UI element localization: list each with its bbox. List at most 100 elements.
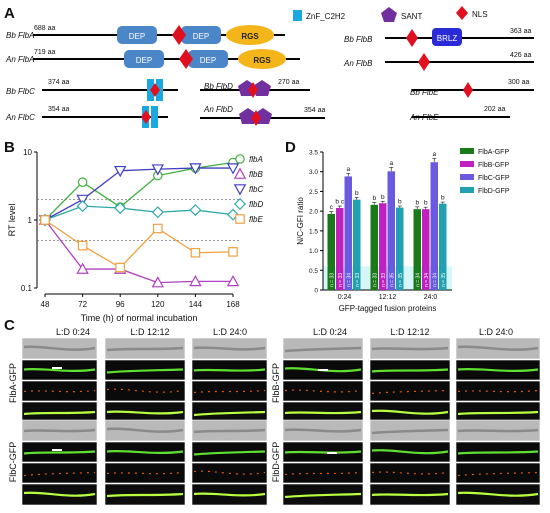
x-tick-label: 168 bbox=[226, 300, 240, 309]
hypha-fluorescence bbox=[371, 368, 449, 373]
nc-gfi-ratio-bar-chart: 0 0.5 1.0 1.5 2.0 2.5 3.0 3.5 c n = 33 b c n = 33 a n… bbox=[296, 148, 510, 313]
legend-swatch bbox=[460, 148, 474, 154]
flbE-legend-icon bbox=[235, 214, 245, 224]
flbA-legend-icon bbox=[235, 154, 245, 164]
micrograph-tile bbox=[104, 462, 186, 484]
hypha-fluorescence bbox=[457, 450, 539, 455]
bb-flbd-length: 270 aa bbox=[278, 79, 300, 86]
hypha-brightfield bbox=[193, 428, 266, 434]
x-tick-label: 0:24 bbox=[338, 294, 352, 301]
svg-text:DEP: DEP bbox=[129, 32, 145, 41]
dep-domain-2 bbox=[181, 26, 221, 44]
hypha-brightfield bbox=[284, 346, 362, 353]
bar bbox=[439, 203, 447, 290]
hypha-fluorescence bbox=[23, 450, 96, 455]
an-flbc-name: An FlbC bbox=[5, 113, 35, 122]
hypha-fluorescence bbox=[106, 388, 184, 393]
hypha-fluorescence bbox=[284, 471, 362, 476]
micrograph-tile bbox=[282, 380, 364, 402]
nls-legend-icon bbox=[456, 6, 468, 20]
an-flbd-name: An FlbD bbox=[203, 105, 233, 114]
x-axis-title: GFP-tagged fusion proteins bbox=[339, 304, 437, 313]
svg-text:RGS: RGS bbox=[253, 56, 271, 65]
bb-flbb-length: 363 aa bbox=[510, 28, 532, 35]
bb-flbc-diagram: Bb FlbC 374 aa bbox=[6, 79, 178, 101]
col-label-ld-24-0-left: L:D 24:0 bbox=[213, 327, 247, 337]
hypha-fluorescence bbox=[457, 491, 539, 497]
y-tick-label: 1.0 bbox=[309, 248, 318, 255]
significance-letter: b bbox=[441, 195, 445, 202]
sant-legend-icon bbox=[381, 7, 397, 22]
svg-text:Bb FlbC: Bb FlbC bbox=[6, 87, 35, 96]
hypha-fluorescence bbox=[457, 389, 539, 393]
flbD-point bbox=[151, 206, 164, 219]
significance-letter: a bbox=[432, 151, 436, 158]
y-tick-label: 0 bbox=[314, 288, 318, 295]
flbB-point bbox=[76, 262, 89, 274]
nls-marker bbox=[150, 83, 160, 97]
x-axis-title: Time (h) of normal incubation bbox=[81, 313, 198, 323]
significance-letter: a bbox=[389, 160, 393, 167]
sant-legend-label: SANT bbox=[401, 12, 422, 21]
legend-swatch bbox=[460, 187, 474, 193]
nls-marker bbox=[418, 53, 430, 71]
col-label-ld-0-24-right: L:D 0:24 bbox=[313, 327, 347, 337]
y-tick-label: 1 bbox=[28, 216, 33, 225]
svg-text:Bb FlbB: Bb FlbB bbox=[344, 35, 373, 44]
nls-marker bbox=[172, 25, 186, 45]
svg-text:An FlbD: An FlbD bbox=[203, 105, 233, 114]
flbD-point bbox=[189, 204, 202, 217]
svg-text:An FlbB: An FlbB bbox=[343, 59, 373, 68]
hypha-fluorescence bbox=[23, 491, 96, 497]
bb-flbb-diagram: Bb FlbB 363 aa BRLZ bbox=[344, 28, 534, 47]
flbD-point bbox=[114, 201, 127, 215]
hypha-fluorescence bbox=[23, 389, 96, 393]
svg-text:Bb FlbA: Bb FlbA bbox=[6, 31, 34, 40]
hypha-fluorescence bbox=[371, 449, 449, 455]
flbE-series-line bbox=[44, 219, 234, 269]
svg-text:BRLZ: BRLZ bbox=[437, 34, 458, 43]
an-flbb-length: 426 aa bbox=[510, 52, 532, 59]
sant-domain-2 bbox=[253, 80, 271, 96]
hypha-fluorescence bbox=[284, 410, 362, 415]
bar bbox=[396, 207, 404, 290]
sample-size: n = 33 bbox=[381, 273, 387, 287]
bb-flba-diagram: Bb FlbA 688 aa DEP DEP RGS bbox=[6, 25, 285, 45]
flbA-legend-label: flbA bbox=[249, 155, 263, 164]
sample-size: n = 35 bbox=[441, 273, 447, 287]
bb-flbc-length: 374 aa bbox=[48, 79, 70, 86]
svg-text:DEP: DEP bbox=[193, 32, 209, 41]
nls-marker bbox=[251, 110, 261, 126]
hypha-fluorescence bbox=[106, 471, 184, 475]
x-tick-label: 120 bbox=[151, 300, 165, 309]
bar bbox=[422, 209, 430, 290]
hypha-fluorescence bbox=[371, 389, 449, 395]
legend-swatch bbox=[460, 174, 474, 180]
an-flbe-diagram: An FlbE 202 aa bbox=[409, 106, 510, 122]
hypha-brightfield bbox=[284, 428, 362, 433]
flbB-legend-icon bbox=[233, 167, 247, 179]
legend-label: FlbD-GFP bbox=[478, 188, 510, 195]
significance-letter: b bbox=[398, 199, 402, 206]
an-flba-diagram: An FlbA 719 aa DEP DEP RGS bbox=[5, 49, 300, 69]
nls-marker bbox=[463, 82, 473, 98]
an-flbc-length: 354 aa bbox=[48, 106, 70, 113]
scale-bar bbox=[327, 452, 337, 454]
hypha-fluorescence bbox=[23, 410, 96, 416]
hypha-brightfield bbox=[106, 427, 184, 433]
micrograph-tile bbox=[455, 380, 541, 402]
x-tick-label: 72 bbox=[78, 300, 87, 309]
bar bbox=[327, 213, 335, 290]
x-tick-label: 96 bbox=[116, 300, 125, 309]
bb-flbe-length: 300 aa bbox=[508, 79, 530, 86]
sample-size: n = 33 bbox=[372, 273, 378, 287]
significance-letter: b bbox=[355, 190, 359, 197]
hypha-fluorescence bbox=[457, 471, 539, 477]
legend-label: FlbA-GFP bbox=[478, 149, 509, 156]
significance-letter: c bbox=[330, 204, 334, 211]
svg-text:An FlbC: An FlbC bbox=[5, 113, 35, 122]
znf-domain-2 bbox=[151, 106, 158, 128]
hypha-fluorescence bbox=[106, 368, 184, 374]
significance-letter: b bbox=[424, 200, 428, 207]
nls-marker bbox=[141, 110, 151, 124]
